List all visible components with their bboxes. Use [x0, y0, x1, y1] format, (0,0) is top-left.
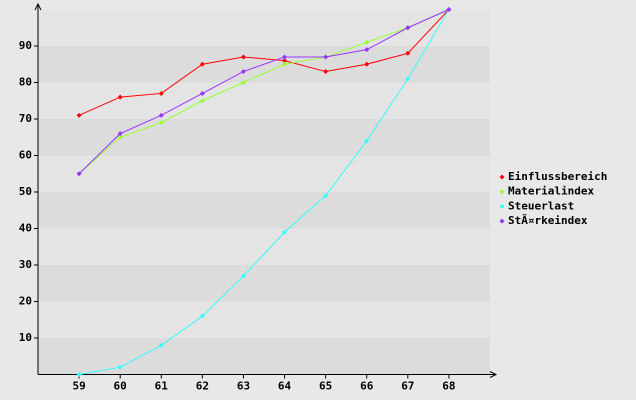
grid-band	[38, 82, 490, 119]
grid-band	[38, 9, 490, 46]
legend-marker	[499, 174, 505, 180]
point-marker	[117, 131, 123, 137]
grid-band	[38, 301, 490, 338]
point-marker	[282, 229, 288, 235]
point-marker	[364, 61, 370, 67]
series-line	[78, 9, 450, 116]
point-marker	[76, 372, 82, 377]
point-marker	[199, 61, 205, 67]
y-tick-label: 50	[19, 185, 32, 198]
x-tick-label: 62	[196, 380, 209, 393]
point-marker	[76, 112, 82, 118]
grid-band	[38, 338, 490, 375]
point-marker	[364, 39, 370, 45]
point-marker	[158, 120, 164, 126]
x-tick-label: 63	[237, 380, 250, 393]
grid-band	[38, 228, 490, 265]
y-tick-label: 10	[19, 331, 32, 344]
x-tick-label: 67	[401, 380, 414, 393]
point-marker	[199, 90, 205, 96]
point-marker	[446, 7, 452, 12]
legend-marker	[499, 189, 505, 195]
grid-band	[38, 192, 490, 229]
point-marker	[240, 69, 246, 75]
point-marker	[282, 54, 288, 60]
x-tick-label: 59	[72, 380, 85, 393]
x-tick-label: 66	[360, 380, 374, 393]
series-line	[78, 9, 450, 175]
point-marker	[323, 193, 329, 199]
legend-label: Materialindex	[508, 185, 594, 198]
point-marker	[405, 25, 411, 31]
x-axis-arrow	[489, 371, 498, 378]
legend-label: StÃ¤rkeindex	[508, 214, 588, 227]
series-line	[79, 9, 450, 375]
y-tick-label: 80	[19, 76, 32, 89]
grid-band	[38, 119, 490, 156]
point-marker	[117, 94, 123, 100]
legend-label: Einflussbereich	[508, 170, 607, 183]
point-marker	[76, 171, 82, 177]
y-tick-label: 20	[19, 295, 32, 308]
point-marker	[405, 76, 411, 82]
y-axis-arrow	[34, 2, 42, 11]
point-marker	[282, 58, 288, 64]
point-marker	[117, 134, 123, 140]
point-marker	[158, 112, 164, 118]
point-marker	[240, 273, 246, 279]
x-tick-label: 68	[442, 380, 455, 393]
series-line	[78, 9, 450, 175]
point-marker	[282, 61, 288, 67]
legend-marker	[499, 218, 505, 224]
point-marker	[323, 54, 329, 60]
point-marker	[240, 80, 246, 85]
legend-label: Steuerlast	[508, 199, 574, 212]
x-tick-label: 60	[114, 380, 127, 393]
legend-marker	[499, 203, 505, 209]
point-marker	[405, 50, 411, 56]
point-marker	[158, 342, 164, 348]
y-tick-label: 40	[19, 222, 32, 235]
y-tick-label: 60	[19, 149, 32, 162]
y-tick-label: 90	[19, 39, 32, 52]
point-marker	[323, 69, 329, 75]
point-marker	[199, 313, 205, 319]
point-marker	[158, 90, 164, 96]
point-marker	[199, 98, 205, 104]
point-marker	[240, 54, 246, 60]
point-marker	[364, 47, 370, 53]
point-marker	[364, 138, 370, 144]
x-tick-label: 64	[278, 380, 292, 393]
y-tick-label: 70	[19, 112, 32, 125]
grid-band	[38, 155, 490, 192]
x-tick-label: 65	[319, 380, 332, 393]
y-tick-label: 30	[19, 258, 32, 271]
x-tick-label: 61	[155, 380, 169, 393]
point-marker	[117, 364, 123, 370]
grid-band	[38, 265, 490, 302]
